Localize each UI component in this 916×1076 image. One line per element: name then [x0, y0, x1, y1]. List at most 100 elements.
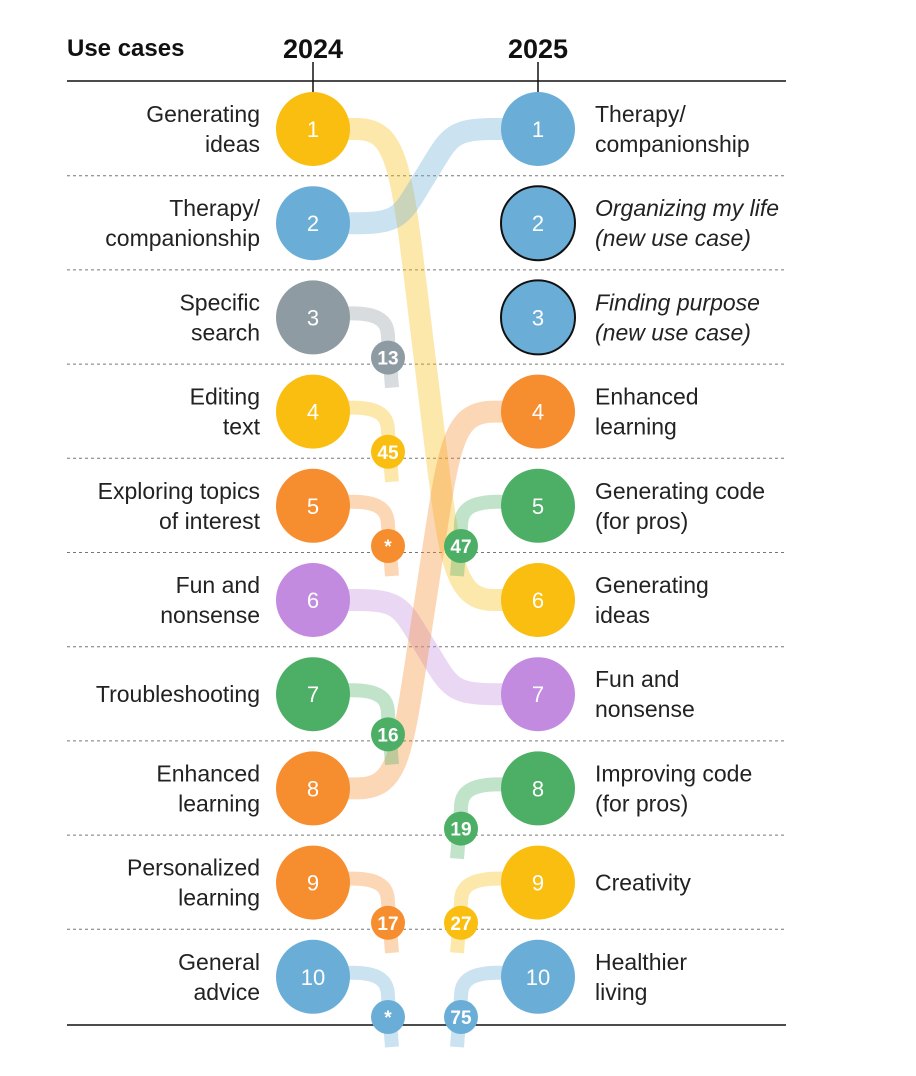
new-use-case-circle-2025 — [500, 185, 576, 262]
rank-circle-2024 — [276, 939, 350, 1014]
rank-number-2025: 10 — [526, 965, 550, 990]
rank-circle-2024 — [276, 845, 350, 920]
dropped-rank-badge — [371, 717, 405, 752]
rank-number-2025: 3 — [532, 305, 544, 330]
use-case-label-2025: companionship — [595, 131, 750, 157]
new-use-case-circle-2025 — [500, 279, 576, 356]
new-entry-stub — [450, 871, 538, 954]
year-2024-heading: 2024 — [283, 34, 343, 64]
dropped-rank-value: 13 — [377, 349, 398, 370]
drop-out-stub — [313, 683, 399, 765]
rank-number-2024: 10 — [301, 965, 325, 990]
new-entry-stub — [450, 494, 538, 577]
previous-rank-badge — [444, 529, 478, 563]
dropped-rank-value: 45 — [377, 443, 399, 464]
use-case-label-2024: Fun and — [176, 572, 260, 598]
rank-number-2024: 8 — [307, 776, 319, 801]
previous-rank-value: 27 — [450, 914, 471, 935]
use-case-label-2025: ideas — [595, 602, 650, 628]
rank-circle-2025 — [501, 845, 575, 920]
use-case-label-2025: Enhanced — [595, 384, 699, 410]
use-case-label-2025: Improving code — [595, 760, 752, 786]
use-case-label-2024: Enhanced — [156, 760, 260, 786]
rank-circle-2024 — [276, 92, 350, 166]
previous-rank-badge — [444, 811, 478, 846]
rank-number-2025: 6 — [532, 588, 544, 613]
use-case-label-2025: (new use case) — [595, 319, 751, 345]
rank-number-2024: 2 — [307, 211, 319, 236]
dropped-rank-badge — [371, 1000, 405, 1034]
use-case-label-2024: nonsense — [160, 602, 260, 628]
rank-circle-2025 — [501, 939, 575, 1014]
use-cases-heading: Use cases — [67, 35, 184, 62]
dropped-rank-value: 17 — [377, 914, 398, 935]
rank-number-2025: 2 — [532, 211, 544, 236]
use-case-label-2025: (for pros) — [595, 790, 688, 816]
rank-circle-2024 — [276, 751, 350, 826]
rank-circle-2025 — [501, 468, 575, 543]
use-case-label-2024: ideas — [205, 131, 260, 157]
previous-rank-value: 75 — [450, 1008, 472, 1029]
rank-circle-2025 — [501, 374, 575, 449]
use-case-label-2025: Organizing my life — [595, 195, 779, 221]
use-case-label-2024: General — [178, 949, 260, 975]
use-case-label-2025: Healthier — [595, 949, 687, 975]
use-case-label-2024: Therapy/ — [169, 195, 260, 221]
rank-circle-2025 — [501, 751, 575, 826]
rank-circle-2025 — [501, 92, 575, 166]
rank-change-ribbon — [302, 400, 549, 800]
use-case-label-2025: living — [595, 979, 647, 1005]
rank-circle-2024 — [276, 374, 350, 449]
use-case-label-2024: Personalized — [127, 855, 260, 881]
rank-number-2025: 1 — [532, 117, 544, 142]
rank-circle-2024 — [276, 280, 350, 355]
new-entry-stub — [450, 777, 538, 860]
rank-number-2024: 5 — [307, 494, 319, 519]
dropped-rank-badge — [371, 529, 405, 563]
rank-change-ribbon — [302, 118, 549, 235]
rank-circle-2024 — [276, 186, 350, 261]
use-case-label-2024: text — [223, 414, 261, 440]
rank-number-2024: 1 — [307, 117, 319, 142]
use-case-label-2025: nonsense — [595, 696, 695, 722]
drop-out-stub — [313, 494, 399, 577]
use-case-label-2025: Creativity — [595, 870, 691, 896]
use-case-label-2024: companionship — [105, 225, 260, 251]
rank-number-2024: 7 — [307, 682, 319, 707]
rank-change-ribbon — [302, 589, 549, 706]
use-case-label-2025: learning — [595, 414, 677, 440]
use-case-label-2024: Editing — [190, 384, 260, 410]
use-case-label-2024: learning — [178, 885, 260, 911]
dropped-rank-badge — [371, 340, 405, 375]
use-case-label-2025: (for pros) — [595, 508, 688, 534]
dropped-rank-value: 16 — [377, 725, 398, 746]
drop-out-stub — [313, 306, 399, 389]
rank-number-2025: 4 — [532, 400, 544, 425]
rank-number-2025: 9 — [532, 871, 544, 896]
rank-number-2025: 5 — [532, 494, 544, 519]
use-case-label-2024: Troubleshooting — [96, 681, 260, 707]
drop-out-stub — [313, 965, 399, 1048]
use-case-label-2025: Generating code — [595, 478, 765, 504]
use-case-label-2025: Therapy/ — [595, 101, 686, 127]
rank-number-2024: 4 — [307, 400, 319, 425]
rank-circle-2025 — [501, 563, 575, 637]
rank-circle-2024 — [276, 657, 350, 732]
previous-rank-badge — [444, 1000, 478, 1034]
drop-out-stub — [313, 400, 399, 483]
previous-rank-badge — [444, 905, 478, 940]
previous-rank-value: 19 — [450, 820, 471, 841]
dropped-rank-value: * — [384, 537, 392, 558]
use-case-label-2024: search — [191, 319, 260, 345]
use-case-label-2024: of interest — [159, 508, 261, 534]
use-case-label-2024: advice — [194, 979, 260, 1005]
year-2025-heading: 2025 — [508, 34, 568, 64]
rank-circle-2024 — [276, 468, 350, 543]
rank-number-2025: 8 — [532, 776, 544, 801]
use-case-label-2025: Finding purpose — [595, 289, 760, 315]
rank-number-2025: 7 — [532, 682, 544, 707]
use-case-label-2025: (new use case) — [595, 225, 751, 251]
use-case-label-2024: learning — [178, 790, 260, 816]
rank-number-2024: 3 — [307, 305, 319, 330]
